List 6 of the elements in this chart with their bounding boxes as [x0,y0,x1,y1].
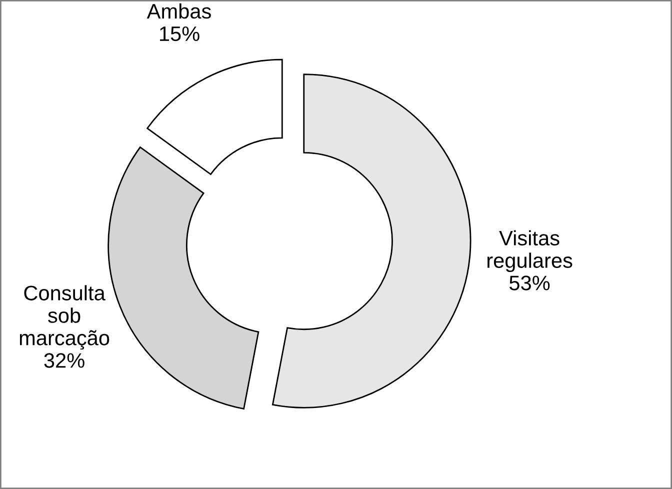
slice-label: Consulta sob marcação [20,285,110,350]
slice-label: Ambas [146,3,211,19]
data-label: 32% [44,353,84,368]
data-label: 15% [160,26,200,42]
data-label: 53% [510,276,550,290]
slice-label: Visitas regulares [488,230,572,272]
